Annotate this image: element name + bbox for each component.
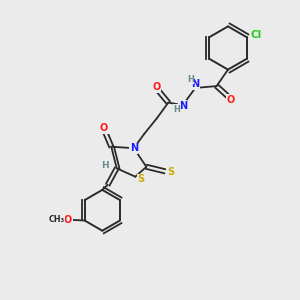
Text: O: O bbox=[152, 82, 160, 92]
Text: O: O bbox=[100, 123, 108, 133]
Text: H: H bbox=[187, 75, 194, 84]
Text: N: N bbox=[178, 100, 187, 111]
Text: H: H bbox=[173, 105, 180, 114]
Text: N: N bbox=[191, 79, 200, 89]
Text: O: O bbox=[64, 214, 72, 225]
Text: H: H bbox=[101, 161, 109, 170]
Text: O: O bbox=[226, 95, 235, 105]
Text: N: N bbox=[130, 143, 138, 153]
Text: CH₃: CH₃ bbox=[48, 215, 64, 224]
Text: S: S bbox=[167, 167, 174, 177]
Text: S: S bbox=[137, 174, 144, 184]
Text: Cl: Cl bbox=[251, 30, 262, 40]
